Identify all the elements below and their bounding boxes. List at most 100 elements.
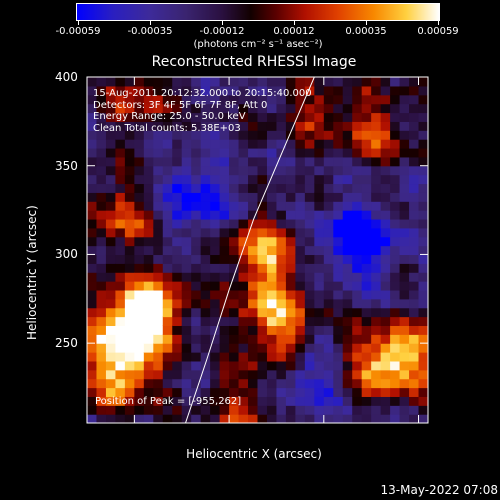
- heatmap-cell: [162, 94, 173, 105]
- heatmap-cell: [210, 94, 221, 105]
- heatmap-cell: [314, 316, 325, 327]
- heatmap-cell: [295, 94, 306, 105]
- heatmap-cell: [418, 378, 428, 389]
- heatmap-cell: [105, 281, 117, 291]
- heatmap-cell: [361, 139, 372, 149]
- heatmap-cell: [409, 77, 420, 87]
- heatmap-cell: [115, 360, 126, 371]
- heatmap-cell: [229, 325, 240, 335]
- heatmap-cell: [342, 218, 353, 229]
- heatmap-cell: [342, 298, 353, 309]
- heatmap-cell: [134, 378, 145, 389]
- heatmap-cell: [266, 387, 278, 397]
- heatmap-cell: [285, 378, 296, 389]
- heatmap-cell: [399, 352, 410, 362]
- heatmap-cell: [295, 245, 306, 256]
- heatmap-cell: [418, 174, 428, 185]
- heatmap-cell: [238, 298, 249, 309]
- heatmap-cell: [200, 334, 211, 344]
- heatmap-cell: [276, 405, 287, 415]
- heatmap-cell: [87, 316, 98, 327]
- heatmap-cell: [248, 352, 259, 362]
- heatmap-cell: [323, 343, 334, 353]
- heatmap-cell: [409, 352, 420, 362]
- heatmap-cell: [191, 325, 202, 335]
- heatmap-cell: [143, 103, 154, 114]
- heatmap-cell: [333, 121, 344, 131]
- heatmap-cell: [200, 165, 211, 176]
- heatmap-cell: [361, 147, 372, 158]
- heatmap-cell: [248, 192, 259, 202]
- heatmap-cell: [191, 352, 202, 362]
- heatmap-cell: [210, 236, 221, 247]
- colorbar-tick-label: 0.00012: [273, 26, 315, 37]
- heatmap-cell: [210, 227, 221, 238]
- heatmap-cell: [115, 245, 126, 256]
- heatmap-cell: [229, 183, 240, 193]
- heatmap-cell: [257, 263, 268, 273]
- heatmap-cell: [124, 201, 135, 211]
- heatmap-cell: [266, 147, 278, 158]
- colorbar-tick-label: -0.00012: [199, 26, 245, 37]
- heatmap-cell: [409, 85, 420, 96]
- heatmap-cell: [390, 165, 401, 176]
- heatmap-cell: [304, 77, 315, 87]
- heatmap-cell: [200, 272, 211, 282]
- heatmap-cell: [380, 183, 391, 193]
- heatmap-cell: [87, 156, 98, 167]
- heatmap-cell: [105, 201, 117, 211]
- heatmap-cell: [257, 201, 268, 211]
- heatmap-cell: [380, 112, 391, 122]
- heatmap-cell: [352, 192, 363, 202]
- heatmap-cell: [380, 130, 391, 140]
- heatmap-cell: [210, 112, 221, 122]
- heatmap-cell: [191, 245, 202, 256]
- heatmap-cell: [371, 307, 382, 318]
- heatmap-cell: [248, 263, 259, 273]
- heatmap-cell: [371, 210, 382, 220]
- heatmap-cell: [143, 289, 154, 300]
- heatmap-cell: [248, 139, 259, 149]
- heatmap-cell: [153, 378, 164, 389]
- heatmap-cell: [257, 289, 268, 300]
- heatmap-cell: [181, 245, 192, 256]
- heatmap-cell: [361, 378, 372, 389]
- heatmap-cell: [238, 147, 249, 158]
- heatmap-cell: [418, 85, 428, 96]
- heatmap-cell: [87, 183, 98, 193]
- heatmap-cell: [295, 139, 306, 149]
- heatmap-cell: [285, 289, 296, 300]
- heatmap-cell: [238, 281, 249, 291]
- heatmap-cell: [96, 112, 107, 122]
- heatmap-cell: [134, 147, 145, 158]
- heatmap-cell: [295, 334, 306, 344]
- heatmap-cell: [304, 352, 315, 362]
- heatmap-cell: [285, 307, 296, 318]
- heatmap-cell: [276, 201, 287, 211]
- heatmap-cell: [153, 201, 164, 211]
- heatmap-cell: [210, 103, 221, 114]
- heatmap-cell: [115, 139, 126, 149]
- heatmap-cell: [162, 245, 173, 256]
- heatmap-cell: [105, 121, 117, 131]
- heatmap-cell: [257, 130, 268, 140]
- heatmap-cell: [314, 236, 325, 247]
- heatmap-cell: [380, 147, 391, 158]
- heatmap-cell: [162, 272, 173, 282]
- heatmap-cell: [124, 85, 135, 96]
- heatmap-cell: [333, 218, 344, 229]
- heatmap-cell: [248, 281, 259, 291]
- heatmap-cell: [105, 396, 117, 406]
- heatmap-cell: [115, 130, 126, 140]
- heatmap-cell: [191, 405, 202, 415]
- heatmap-cell: [266, 94, 278, 105]
- heatmap-cell: [172, 94, 183, 105]
- heatmap-cell: [418, 396, 428, 406]
- heatmap-cell: [96, 343, 107, 353]
- heatmap-cell: [285, 405, 296, 415]
- heatmap-cell: [210, 139, 221, 149]
- heatmap-cell: [105, 227, 117, 238]
- heatmap-cell: [418, 352, 428, 362]
- heatmap-cell: [314, 77, 325, 87]
- heatmap-cell: [143, 165, 154, 176]
